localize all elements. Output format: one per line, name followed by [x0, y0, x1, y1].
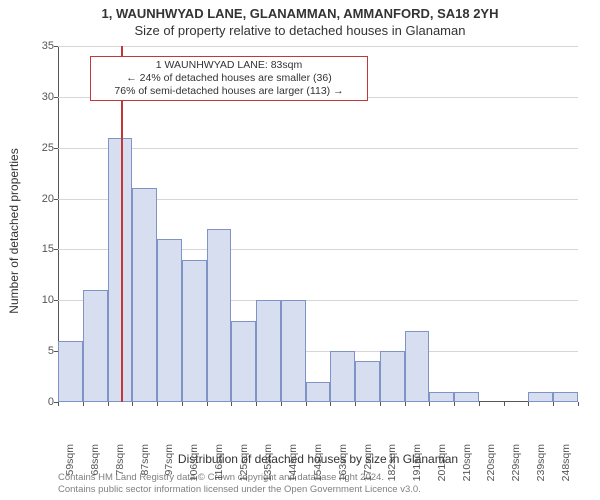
x-tick-mark: [429, 402, 430, 406]
x-tick-label: 144sqm: [287, 444, 299, 500]
x-tick-mark: [504, 402, 505, 406]
x-tick-mark: [553, 402, 554, 406]
x-tick-mark: [528, 402, 529, 406]
histogram-bar: [281, 300, 306, 402]
x-tick-label: 248sqm: [560, 444, 572, 500]
y-tick-mark: [54, 46, 58, 47]
chart-title-line1: 1, WAUNHWYAD LANE, GLANAMMAN, AMMANFORD,…: [0, 0, 600, 21]
x-tick-label: 191sqm: [411, 444, 423, 500]
gridline: [58, 46, 578, 47]
histogram-bar: [132, 188, 157, 402]
x-tick-label: 116sqm: [213, 444, 225, 500]
y-tick-label: 10: [38, 294, 54, 306]
x-tick-mark: [454, 402, 455, 406]
x-tick-mark: [231, 402, 232, 406]
x-tick-label: 97sqm: [163, 444, 175, 500]
x-tick-mark: [83, 402, 84, 406]
histogram-bar: [355, 361, 380, 402]
x-tick-mark: [578, 402, 579, 406]
x-tick-mark: [479, 402, 480, 406]
y-tick-label: 0: [38, 396, 54, 408]
histogram-bar: [429, 392, 454, 402]
x-tick-label: 106sqm: [188, 444, 200, 500]
x-tick-label: 68sqm: [89, 444, 101, 500]
x-tick-mark: [157, 402, 158, 406]
callout-line-3: 76% of semi-detached houses are larger (…: [97, 85, 361, 98]
callout-line-2: ← 24% of detached houses are smaller (36…: [97, 72, 361, 85]
callout-box: 1 WAUNHWYAD LANE: 83sqm ← 24% of detache…: [90, 56, 368, 101]
histogram-bar: [207, 229, 232, 402]
y-tick-mark: [54, 97, 58, 98]
x-tick-mark: [207, 402, 208, 406]
x-tick-label: 210sqm: [461, 444, 473, 500]
x-tick-mark: [405, 402, 406, 406]
histogram-bar: [157, 239, 182, 402]
histogram-bar: [306, 382, 331, 402]
y-tick-label: 15: [38, 243, 54, 255]
x-tick-label: 229sqm: [510, 444, 522, 500]
y-tick-label: 30: [38, 91, 54, 103]
x-tick-label: 201sqm: [436, 444, 448, 500]
x-tick-mark: [58, 402, 59, 406]
x-tick-label: 220sqm: [485, 444, 497, 500]
x-tick-label: 135sqm: [262, 444, 274, 500]
chart-title-line2: Size of property relative to detached ho…: [0, 23, 600, 38]
x-tick-label: 163sqm: [337, 444, 349, 500]
x-tick-mark: [108, 402, 109, 406]
histogram-bar: [182, 260, 207, 402]
x-tick-label: 59sqm: [64, 444, 76, 500]
x-tick-label: 87sqm: [139, 444, 151, 500]
y-tick-mark: [54, 300, 58, 301]
y-tick-mark: [54, 249, 58, 250]
x-tick-label: 182sqm: [386, 444, 398, 500]
y-tick-label: 5: [38, 345, 54, 357]
histogram-bar: [256, 300, 281, 402]
x-tick-mark: [306, 402, 307, 406]
y-tick-mark: [54, 199, 58, 200]
x-tick-label: 78sqm: [114, 444, 126, 500]
x-tick-label: 172sqm: [362, 444, 374, 500]
histogram-bar: [553, 392, 578, 402]
histogram-bar: [83, 290, 108, 402]
x-tick-mark: [355, 402, 356, 406]
histogram-bar: [330, 351, 355, 402]
x-tick-mark: [182, 402, 183, 406]
y-tick-mark: [54, 148, 58, 149]
x-tick-mark: [281, 402, 282, 406]
page: 1, WAUNHWYAD LANE, GLANAMMAN, AMMANFORD,…: [0, 0, 600, 500]
y-tick-label: 20: [38, 193, 54, 205]
x-tick-label: 239sqm: [535, 444, 547, 500]
histogram-bar: [405, 331, 430, 402]
x-tick-mark: [380, 402, 381, 406]
histogram-bar: [231, 321, 256, 402]
x-tick-mark: [132, 402, 133, 406]
histogram-bar: [108, 138, 133, 402]
x-tick-mark: [330, 402, 331, 406]
y-tick-label: 35: [38, 40, 54, 52]
x-tick-label: 125sqm: [238, 444, 250, 500]
gridline: [58, 148, 578, 149]
y-tick-mark: [54, 351, 58, 352]
y-axis-label: Number of detached properties: [7, 131, 21, 331]
x-tick-mark: [256, 402, 257, 406]
histogram-bar: [380, 351, 405, 402]
histogram-bar: [58, 341, 83, 402]
x-tick-label: 154sqm: [312, 444, 324, 500]
histogram-bar: [528, 392, 553, 402]
histogram-bar: [454, 392, 479, 402]
y-tick-label: 25: [38, 142, 54, 154]
callout-line-1: 1 WAUNHWYAD LANE: 83sqm: [97, 59, 361, 72]
